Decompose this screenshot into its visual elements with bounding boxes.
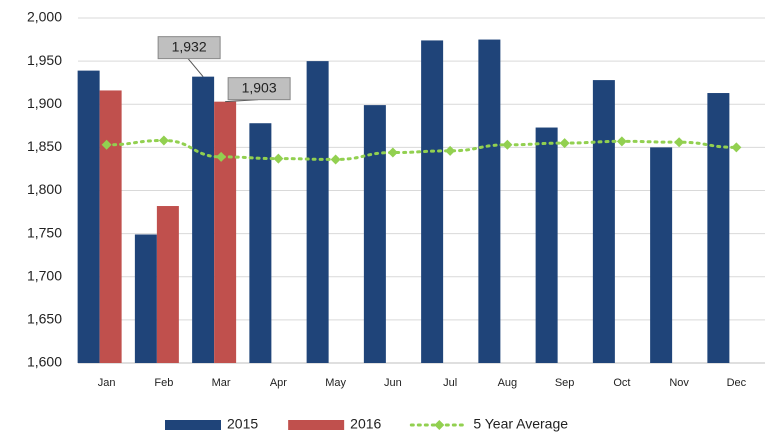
- label-box: [227, 77, 291, 101]
- x-tick-label: Jan: [98, 377, 116, 389]
- y-tick-label: 1,950: [27, 52, 62, 68]
- y-tick-label: 1,700: [27, 267, 62, 283]
- marker: [387, 147, 398, 158]
- legend-swatch: [165, 420, 221, 430]
- marker: [559, 138, 570, 149]
- bar: [363, 105, 386, 364]
- bar: [592, 80, 615, 363]
- data-label: 1,903: [242, 79, 277, 95]
- marker: [674, 137, 685, 148]
- x-tick-label: Feb: [154, 377, 173, 389]
- legend-marker: [434, 420, 445, 430]
- bar: [650, 147, 673, 363]
- bar: [249, 123, 272, 363]
- marker: [330, 154, 341, 165]
- bar: [535, 127, 558, 363]
- bar: [707, 93, 730, 363]
- x-tick-label: Jun: [384, 377, 402, 389]
- marker: [502, 139, 513, 150]
- x-tick-label: Oct: [613, 377, 630, 389]
- x-tick-label: Mar: [212, 377, 231, 389]
- marker: [158, 135, 169, 146]
- legend-swatch: [288, 420, 345, 430]
- bar: [478, 39, 501, 363]
- x-tick-label: Dec: [727, 377, 747, 389]
- x-tick-label: Nov: [669, 377, 689, 389]
- legend-label: 2015: [227, 416, 258, 432]
- legend-label: 5 Year Average: [473, 416, 568, 432]
- marker: [216, 151, 227, 162]
- bar: [214, 101, 237, 363]
- marker: [616, 136, 627, 147]
- bar: [77, 70, 100, 364]
- bar: [156, 206, 179, 363]
- bar: [306, 61, 329, 363]
- x-tick-label: Sep: [555, 377, 575, 389]
- marker: [101, 139, 112, 150]
- bar: [99, 90, 122, 363]
- y-tick-label: 1,850: [27, 138, 62, 154]
- bar: [134, 234, 157, 363]
- label-leader: [187, 58, 204, 77]
- y-tick-label: 1,600: [27, 354, 62, 370]
- x-tick-label: May: [325, 377, 346, 389]
- x-tick-label: Apr: [270, 377, 287, 389]
- y-tick-label: 1,900: [27, 95, 62, 111]
- line: [105, 138, 738, 161]
- bar: [421, 40, 444, 364]
- marker: [731, 142, 742, 153]
- marker: [445, 145, 456, 156]
- y-tick-label: 1,800: [27, 181, 62, 197]
- bar: [192, 76, 215, 364]
- label-box: [157, 36, 221, 60]
- y-tick-label: 2,000: [27, 9, 62, 25]
- y-tick-label: 1,750: [27, 224, 62, 240]
- x-tick-label: Aug: [498, 377, 518, 389]
- y-tick-label: 1,650: [27, 311, 62, 327]
- data-label: 1,932: [172, 38, 207, 54]
- legend-label: 2016: [350, 416, 381, 432]
- marker: [273, 153, 284, 164]
- x-tick-label: Jul: [443, 377, 457, 389]
